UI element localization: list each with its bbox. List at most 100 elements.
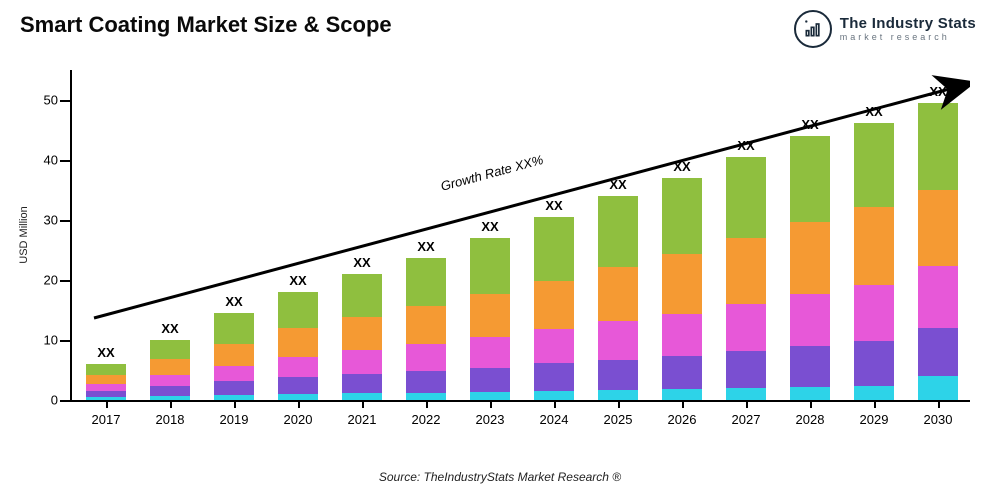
bar-2022: XX	[406, 258, 446, 400]
bar-segment	[854, 123, 894, 207]
bar-segment	[470, 368, 510, 393]
bar-value-label: XX	[918, 84, 958, 99]
x-tick	[170, 400, 172, 408]
bar-segment	[86, 375, 126, 384]
x-tick-label: 2027	[732, 412, 761, 427]
x-tick	[810, 400, 812, 408]
bar-segment	[854, 341, 894, 385]
bar-value-label: XX	[342, 255, 382, 270]
bar-segment	[918, 190, 958, 266]
bar-segment	[790, 136, 830, 222]
bar-segment	[534, 217, 574, 281]
bar-value-label: XX	[406, 239, 446, 254]
bar-value-label: XX	[86, 345, 126, 360]
bar-segment	[342, 317, 382, 351]
bar-segment	[406, 306, 446, 344]
x-tick	[682, 400, 684, 408]
x-tick-label: 2022	[412, 412, 441, 427]
bar-segment	[278, 292, 318, 328]
bar-segment	[470, 294, 510, 337]
bar-segment	[406, 371, 446, 393]
y-axis-label: USD Million	[18, 206, 30, 263]
bar-segment	[854, 285, 894, 341]
y-tick	[60, 160, 70, 162]
bars-container: XXXXXXXXXXXXXXXXXXXXXXXXXXXX	[70, 70, 970, 400]
bar-segment	[918, 376, 958, 400]
bar-segment	[278, 357, 318, 377]
bar-2027: XX	[726, 157, 766, 400]
bar-value-label: XX	[470, 219, 510, 234]
page-title: Smart Coating Market Size & Scope	[20, 12, 392, 38]
bar-segment	[86, 364, 126, 375]
x-tick	[298, 400, 300, 408]
chart-area: XXXXXXXXXXXXXXXXXXXXXXXXXXXX Growth Rate…	[70, 70, 970, 430]
bar-segment	[598, 390, 638, 400]
bar-segment	[214, 313, 254, 344]
y-tick-label: 40	[44, 153, 58, 168]
x-tick-label: 2029	[860, 412, 889, 427]
bar-segment	[854, 207, 894, 285]
bar-segment	[150, 375, 190, 386]
bar-value-label: XX	[534, 198, 574, 213]
bar-2024: XX	[534, 217, 574, 400]
bar-2026: XX	[662, 178, 702, 400]
bar-segment	[470, 238, 510, 294]
bar-segment	[86, 384, 126, 391]
bar-segment	[598, 196, 638, 267]
bar-segment	[214, 381, 254, 394]
bar-value-label: XX	[790, 117, 830, 132]
logo-line2: market research	[840, 33, 976, 42]
x-tick	[490, 400, 492, 408]
x-tick	[362, 400, 364, 408]
bar-segment	[918, 103, 958, 190]
bar-segment	[662, 356, 702, 390]
bar-segment	[534, 329, 574, 363]
bar-segment	[534, 363, 574, 391]
bar-segment	[790, 222, 830, 294]
bar-segment	[854, 386, 894, 400]
bar-segment	[918, 328, 958, 376]
bar-value-label: XX	[214, 294, 254, 309]
bar-segment	[662, 314, 702, 356]
bar-value-label: XX	[150, 321, 190, 336]
bar-segment	[406, 258, 446, 306]
bar-segment	[662, 389, 702, 400]
y-tick	[60, 400, 70, 402]
plot-area: XXXXXXXXXXXXXXXXXXXXXXXXXXXX Growth Rate…	[70, 70, 970, 400]
bar-value-label: XX	[854, 104, 894, 119]
bar-segment	[662, 178, 702, 254]
y-tick	[60, 340, 70, 342]
x-tick-label: 2023	[476, 412, 505, 427]
bar-segment	[534, 391, 574, 400]
bar-segment	[342, 274, 382, 317]
bar-segment	[342, 374, 382, 393]
x-tick-label: 2021	[348, 412, 377, 427]
bar-2028: XX	[790, 136, 830, 400]
x-tick	[234, 400, 236, 408]
bar-2023: XX	[470, 238, 510, 400]
y-tick	[60, 100, 70, 102]
bar-value-label: XX	[726, 138, 766, 153]
bar-2021: XX	[342, 274, 382, 400]
bar-2029: XX	[854, 123, 894, 400]
bar-2020: XX	[278, 292, 318, 400]
bar-segment	[598, 360, 638, 391]
bar-segment	[406, 344, 446, 371]
bar-2019: XX	[214, 313, 254, 400]
bar-segment	[790, 294, 830, 346]
bar-segment	[278, 328, 318, 357]
bar-2018: XX	[150, 340, 190, 400]
x-tick	[874, 400, 876, 408]
bar-segment	[150, 340, 190, 359]
bar-segment	[278, 377, 318, 394]
x-tick	[618, 400, 620, 408]
x-tick-label: 2018	[156, 412, 185, 427]
bar-value-label: XX	[598, 177, 638, 192]
logo: The Industry Stats market research	[794, 10, 976, 48]
bar-segment	[726, 304, 766, 351]
bar-segment	[726, 157, 766, 238]
y-tick-label: 20	[44, 273, 58, 288]
y-tick-label: 30	[44, 213, 58, 228]
bar-segment	[214, 366, 254, 382]
y-tick	[60, 280, 70, 282]
